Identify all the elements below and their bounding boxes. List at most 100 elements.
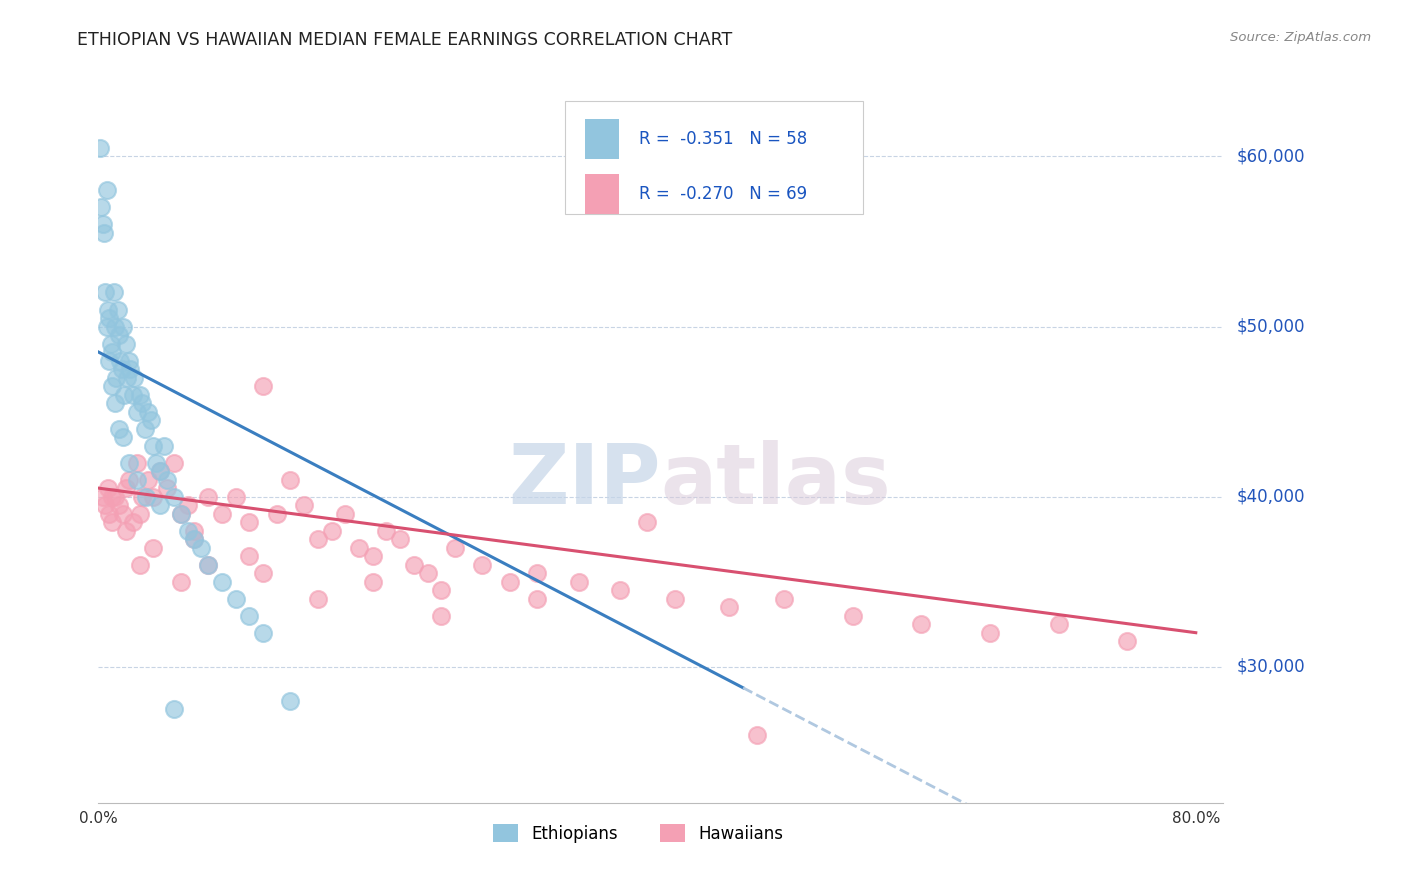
Point bbox=[499, 574, 522, 589]
Point bbox=[111, 362, 134, 376]
Point bbox=[910, 617, 932, 632]
Point bbox=[135, 490, 157, 504]
Text: $60,000: $60,000 bbox=[1237, 147, 1306, 165]
Point bbox=[121, 387, 143, 401]
Point bbox=[183, 532, 205, 546]
Point bbox=[361, 549, 384, 563]
Point bbox=[128, 558, 150, 572]
Text: $30,000: $30,000 bbox=[1237, 657, 1306, 676]
Bar bbox=[585, 174, 619, 214]
Point bbox=[163, 456, 186, 470]
Point bbox=[979, 625, 1001, 640]
Point bbox=[125, 473, 148, 487]
Point bbox=[252, 625, 274, 640]
Point bbox=[149, 464, 172, 478]
Point bbox=[1047, 617, 1070, 632]
Point bbox=[149, 464, 172, 478]
Point bbox=[110, 353, 132, 368]
Point bbox=[197, 558, 219, 572]
Point bbox=[142, 490, 165, 504]
Point bbox=[197, 558, 219, 572]
Bar bbox=[585, 119, 619, 159]
Text: ZIP: ZIP bbox=[509, 441, 661, 522]
Point bbox=[115, 370, 138, 384]
Text: $50,000: $50,000 bbox=[1237, 318, 1306, 335]
Point bbox=[112, 319, 135, 334]
Point bbox=[108, 498, 131, 512]
Point bbox=[98, 311, 121, 326]
Point bbox=[225, 591, 247, 606]
Text: atlas: atlas bbox=[661, 441, 891, 522]
Point bbox=[97, 302, 120, 317]
Point bbox=[125, 404, 148, 418]
Point bbox=[89, 141, 111, 155]
Point bbox=[91, 218, 114, 232]
Point bbox=[292, 498, 315, 512]
Point bbox=[842, 608, 865, 623]
Text: R =  -0.351   N = 58: R = -0.351 N = 58 bbox=[640, 130, 807, 148]
Point bbox=[136, 404, 159, 418]
Point bbox=[142, 541, 165, 555]
Point bbox=[636, 515, 658, 529]
Point bbox=[97, 481, 120, 495]
Point bbox=[567, 574, 589, 589]
Point bbox=[280, 473, 302, 487]
Point bbox=[402, 558, 425, 572]
Point bbox=[307, 591, 329, 606]
Point bbox=[122, 370, 145, 384]
Point bbox=[156, 481, 179, 495]
Point bbox=[128, 507, 150, 521]
Point bbox=[93, 226, 115, 240]
Point bbox=[197, 490, 219, 504]
Point bbox=[280, 694, 302, 708]
Point bbox=[609, 583, 631, 598]
Point bbox=[90, 201, 112, 215]
Text: Source: ZipAtlas.com: Source: ZipAtlas.com bbox=[1230, 31, 1371, 45]
Point bbox=[238, 608, 260, 623]
Legend: Ethiopians, Hawaiians: Ethiopians, Hawaiians bbox=[486, 818, 790, 849]
Point bbox=[347, 541, 370, 555]
Point bbox=[183, 532, 205, 546]
Point bbox=[361, 574, 384, 589]
Point bbox=[266, 507, 288, 521]
Point bbox=[170, 574, 193, 589]
Point bbox=[115, 524, 138, 538]
Point bbox=[107, 302, 129, 317]
Point bbox=[252, 566, 274, 581]
Point bbox=[101, 379, 124, 393]
Point bbox=[128, 387, 150, 401]
Point bbox=[190, 541, 212, 555]
Point bbox=[105, 370, 128, 384]
Point bbox=[139, 413, 162, 427]
Point bbox=[238, 515, 260, 529]
Point bbox=[98, 353, 121, 368]
Point bbox=[104, 396, 127, 410]
Point bbox=[117, 473, 139, 487]
Point bbox=[117, 353, 139, 368]
Point bbox=[149, 498, 172, 512]
Point bbox=[104, 319, 127, 334]
Point bbox=[176, 524, 198, 538]
Point bbox=[163, 490, 186, 504]
Point bbox=[211, 507, 233, 521]
Point bbox=[321, 524, 343, 538]
Point bbox=[112, 507, 135, 521]
Point bbox=[238, 549, 260, 563]
Point bbox=[444, 541, 467, 555]
Point bbox=[335, 507, 357, 521]
Point bbox=[307, 532, 329, 546]
Point bbox=[170, 507, 193, 521]
Point bbox=[163, 702, 186, 716]
Point bbox=[526, 566, 548, 581]
Point bbox=[136, 473, 159, 487]
Point bbox=[91, 490, 114, 504]
Point bbox=[101, 490, 124, 504]
Point bbox=[142, 439, 165, 453]
Point bbox=[252, 379, 274, 393]
Point bbox=[100, 336, 122, 351]
Point bbox=[125, 456, 148, 470]
Point bbox=[225, 490, 247, 504]
Point bbox=[112, 430, 135, 444]
Point bbox=[131, 490, 153, 504]
Point bbox=[104, 490, 127, 504]
